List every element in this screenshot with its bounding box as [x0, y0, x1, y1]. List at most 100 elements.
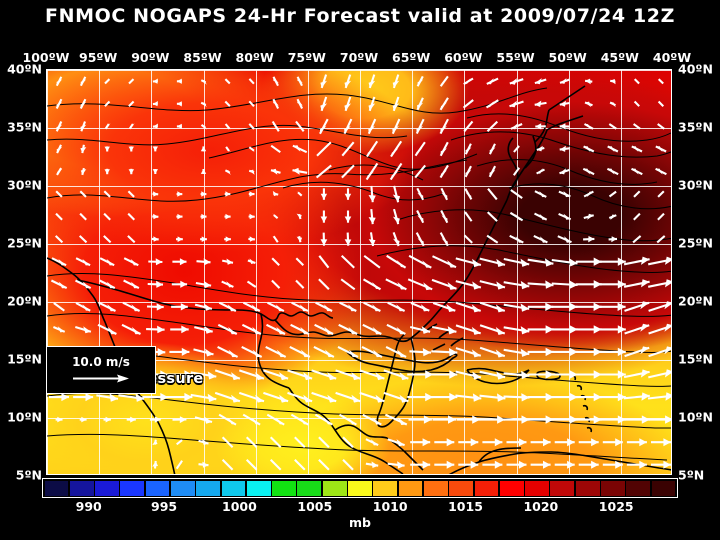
- wind-vector-head: [370, 439, 379, 446]
- wind-vector-head: [617, 257, 626, 266]
- wind-vector-head: [324, 349, 334, 358]
- wind-vector-head: [180, 303, 188, 311]
- wind-vector-head: [415, 147, 423, 156]
- wind-vector-head: [639, 438, 647, 447]
- wind-vector-head: [177, 236, 183, 242]
- wind-vector-head: [296, 236, 303, 243]
- wind-vector-head: [154, 416, 161, 423]
- wind-vector-head: [228, 326, 237, 335]
- wind-vector-head: [252, 349, 262, 358]
- wind-vector-head: [617, 392, 626, 402]
- wind-vector-head: [226, 258, 233, 265]
- wind-vector-head: [203, 280, 212, 288]
- wind-vector-head: [249, 440, 257, 448]
- wind-vector-head: [177, 191, 183, 197]
- wind-vector-head: [640, 323, 650, 332]
- graticule-parallel: [47, 244, 671, 245]
- wind-vector-head: [160, 392, 169, 402]
- wind-vector-head: [593, 325, 602, 334]
- wind-vector-head: [617, 302, 626, 311]
- wind-vector-head: [593, 280, 602, 289]
- wind-vector: [103, 190, 111, 198]
- wind-vector-head: [303, 394, 313, 403]
- wind-vector-head: [131, 326, 141, 335]
- wind-vector-head: [564, 236, 572, 243]
- wind-vector-head: [372, 326, 382, 335]
- wind-vector-head: [607, 146, 615, 152]
- wind-vector-head: [591, 460, 599, 469]
- wind-vector-head: [397, 461, 405, 469]
- wind-vector-head: [520, 326, 530, 335]
- colorbar-swatch: [348, 480, 372, 496]
- wind-vector-head: [617, 280, 626, 289]
- wind-vector-head: [297, 281, 304, 289]
- wind-vector-head: [440, 79, 447, 87]
- wind-vector-head: [539, 213, 547, 220]
- wind-vector-head: [639, 460, 647, 469]
- wind-vector-head: [80, 236, 87, 243]
- wind-vector-head: [225, 101, 231, 108]
- wind-vector-head: [80, 101, 87, 109]
- wind-vector-head: [58, 281, 67, 289]
- wind-vector-head: [56, 79, 63, 86]
- wind-vector-head: [80, 124, 87, 132]
- wind-vector-head: [569, 280, 578, 289]
- wind-vector-head: [545, 280, 554, 289]
- wind-vector-head: [539, 191, 547, 198]
- wind-vector-head: [569, 415, 578, 424]
- wind-vector-head: [471, 304, 481, 313]
- colorbar-swatch: [575, 480, 600, 496]
- wind-vector-head: [341, 169, 350, 178]
- wind-vector-head: [513, 145, 520, 152]
- wind-vector-head: [273, 440, 281, 448]
- wind-vector-head: [465, 169, 472, 177]
- wind-vector-head: [447, 326, 457, 335]
- wind-vector-head: [128, 213, 135, 220]
- wind-vector-head: [441, 215, 448, 223]
- wind-vector-head: [56, 213, 63, 220]
- wind-vector-head: [446, 438, 455, 447]
- wind-vector-head: [617, 325, 626, 334]
- latitude-tick-label: 10ºN: [678, 409, 713, 425]
- wind-scale-legend: 10.0 m/s: [46, 346, 156, 394]
- wind-vector-head: [324, 326, 334, 335]
- wind-vector-head: [106, 258, 115, 266]
- wind-vector-head: [486, 78, 494, 85]
- wind-vector-head: [368, 125, 375, 134]
- wind-vector-head: [346, 260, 355, 268]
- wind-vector-head: [344, 193, 352, 200]
- colorbar-swatch: [499, 480, 524, 496]
- wind-vector: [245, 436, 258, 448]
- wind-vector-head: [520, 258, 530, 267]
- wind-vector-head: [202, 439, 209, 445]
- wind-vector-head: [489, 147, 496, 155]
- map-plot-area[interactable]: MSL Air Pressure: [46, 69, 672, 475]
- wind-vector-head: [545, 370, 554, 379]
- wind-vector: [245, 458, 258, 471]
- wind-vector-head: [107, 326, 117, 335]
- wind-vector-head: [249, 191, 255, 197]
- wind-vector-head: [296, 190, 302, 196]
- graticule-meridian: [151, 70, 152, 474]
- wind-vector-head: [202, 461, 209, 468]
- wind-vector-head: [179, 416, 187, 424]
- wind-vector-head: [514, 191, 523, 199]
- wind-vector-head: [300, 326, 309, 335]
- wind-vector-head: [631, 168, 639, 175]
- colorbar[interactable]: [42, 478, 678, 498]
- wind-vector: [269, 436, 282, 448]
- wind-vector-head: [441, 238, 448, 246]
- wind-vector-head: [509, 100, 517, 108]
- wind-vector-head: [640, 346, 650, 355]
- wind-vector-head: [249, 236, 255, 242]
- wind-vector: [294, 436, 306, 448]
- wind-vector-head: [372, 417, 382, 425]
- wind-vector-head: [465, 147, 472, 155]
- wind-vector-head: [641, 415, 650, 424]
- wind-vector: [342, 458, 354, 471]
- colorbar-swatch: [449, 480, 474, 496]
- wind-vector-head: [470, 438, 479, 447]
- wind-vector-head: [348, 326, 358, 335]
- wind-vector-field: [49, 74, 671, 471]
- wind-vector-head: [81, 416, 87, 423]
